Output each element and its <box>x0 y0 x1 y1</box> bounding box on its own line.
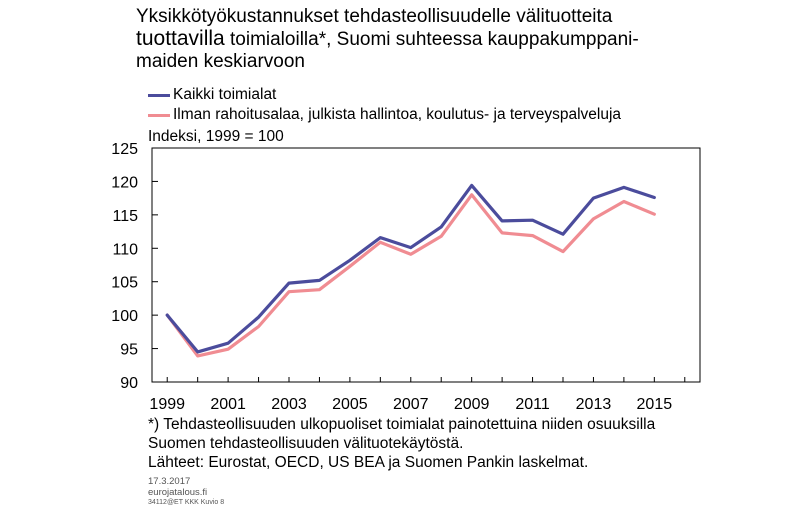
y-tick-label: 125 <box>111 141 138 158</box>
y-tick-label: 105 <box>111 275 138 292</box>
sources-note: Lähteet: Eurostat, OECD, US BEA ja Suome… <box>148 454 589 471</box>
y-tick-label: 95 <box>120 342 138 359</box>
title-line-2: tuottavilla toimialoilla*, Suomi suhtees… <box>136 28 696 51</box>
y-tick-label: 100 <box>111 308 138 325</box>
y-tick-label: 110 <box>112 241 138 258</box>
title-line-2-rest: toimialoilla*, Suomi suhteessa kauppakum… <box>224 29 639 50</box>
x-tick-label: 1999 <box>149 396 185 413</box>
title-line-3: maiden keskiarvoon <box>136 51 305 72</box>
chart-title: Yksikkötyökustannukset tehdasteollisuude… <box>136 6 696 73</box>
y-tick-label: 120 <box>111 174 138 191</box>
legend-swatch-ilman <box>148 113 170 117</box>
legend-label-ilman: Ilman rahoitusalaa, julkista hallintoa, … <box>173 106 622 123</box>
legend: Kaikki toimialat Ilman rahoitusalaa, jul… <box>148 85 621 125</box>
x-tick-label: 2001 <box>210 396 246 413</box>
legend-item-ilman: Ilman rahoitusalaa, julkista hallintoa, … <box>148 105 621 125</box>
footnotes: *) Tehdasteollisuuden ulkopuoliset toimi… <box>148 415 655 472</box>
series-line-1 <box>165 193 656 358</box>
series-line-0 <box>165 183 656 354</box>
legend-item-kaikki: Kaikki toimialat <box>148 85 621 105</box>
publish-date: 17.3.2017 <box>148 476 191 487</box>
x-tick-label: 2007 <box>393 396 429 413</box>
figure-code: 34112@ET KKK Kuvio 8 <box>148 499 225 506</box>
legend-swatch-kaikki <box>148 93 170 97</box>
plot-frame <box>151 147 701 383</box>
x-tick-label: 2005 <box>332 396 368 413</box>
footnote-line-1: *) Tehdasteollisuuden ulkopuoliset toimi… <box>148 416 656 433</box>
y-tick-label: 115 <box>112 208 138 225</box>
unit-label: Indeksi, 1999 = 100 <box>148 128 284 145</box>
title-line-1: Yksikkötyökustannukset tehdasteollisuude… <box>136 6 613 27</box>
y-tick-label: 90 <box>120 375 138 392</box>
x-tick-label: 2009 <box>454 396 490 413</box>
footnote-line-2: Suomen tehdasteollisuuden välituotekäytö… <box>148 435 464 452</box>
title-emphasis: tuottavilla <box>136 27 225 50</box>
publication-meta: 17.3.2017 eurojatalous.fi 34112@ET KKK K… <box>148 476 224 507</box>
legend-label-kaikki: Kaikki toimialat <box>173 86 277 103</box>
x-tick-label: 2003 <box>271 396 307 413</box>
site-name: eurojatalous.fi <box>148 487 208 498</box>
x-tick-label: 2015 <box>637 396 673 413</box>
x-tick-label: 2013 <box>576 396 612 413</box>
x-tick-label: 2011 <box>515 396 550 413</box>
